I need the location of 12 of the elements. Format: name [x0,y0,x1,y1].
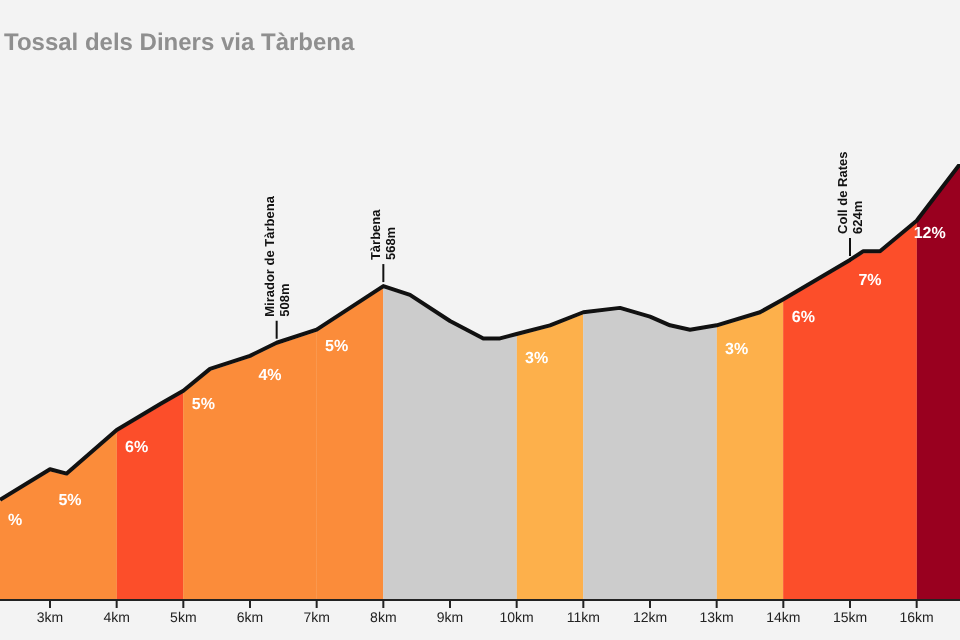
band-label: 5% [58,490,82,509]
band-label: 12% [913,223,946,242]
band-label: 7% [858,271,882,290]
band-label: 6% [791,307,815,326]
band-label: 4% [258,366,282,385]
chart-title: Tossal dels Diners via Tàrbena [4,28,355,56]
band-label: 3% [725,339,749,358]
band-label: 5% [325,336,349,355]
band-label: % [7,510,23,529]
band-label: 3% [525,349,549,368]
band-label: 6% [125,438,149,457]
band-label: 5% [191,394,215,413]
